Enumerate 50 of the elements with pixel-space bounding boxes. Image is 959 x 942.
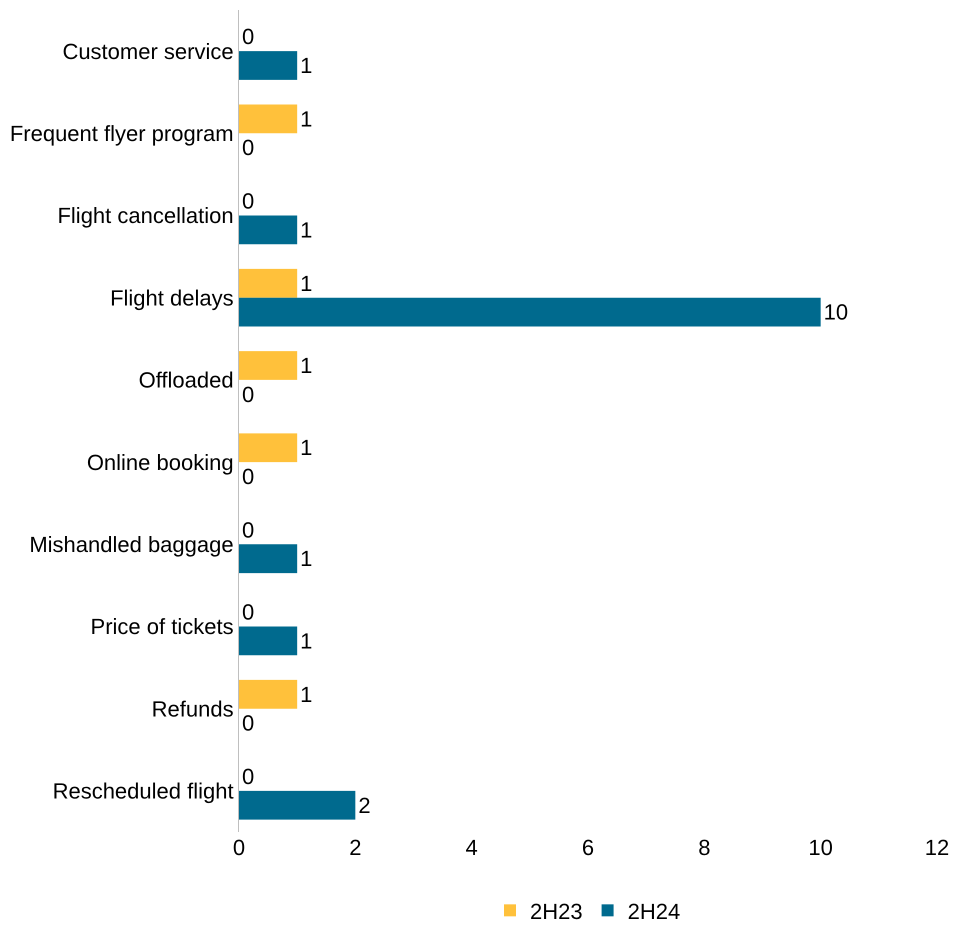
data-label: 1	[300, 435, 312, 460]
y-tick-label: Offloaded	[138, 368, 234, 393]
bar	[239, 51, 298, 80]
legend-label: 2H23	[530, 898, 583, 924]
data-label: 0	[242, 517, 254, 542]
bar	[239, 626, 298, 656]
y-tick-label: Flight cancellation	[57, 203, 234, 228]
data-label: 10	[824, 300, 848, 325]
bar	[239, 268, 298, 298]
y-tick-label: Online booking	[86, 450, 234, 475]
data-label: 1	[300, 270, 312, 296]
data-label: 0	[242, 382, 254, 407]
data-label: 1	[300, 353, 312, 378]
bar	[239, 216, 298, 244]
data-label: 1	[300, 52, 312, 78]
x-tick-label: 2	[349, 835, 362, 860]
bar	[239, 104, 298, 134]
legend-label: 2H24	[628, 898, 680, 924]
x-tick-label: 4	[466, 835, 478, 860]
x-tick-label: 8	[698, 835, 710, 860]
bar	[239, 790, 356, 820]
y-tick-label: Customer service	[62, 38, 234, 64]
data-label: 0	[242, 600, 254, 625]
data-label: 0	[242, 764, 254, 790]
x-tick-label: 0	[232, 835, 246, 860]
x-tick-label: 10	[808, 835, 833, 860]
y-tick-label: Price of tickets	[90, 614, 234, 640]
data-label: 1	[300, 682, 312, 707]
data-label: 1	[300, 546, 312, 572]
y-tick-label: Refunds	[152, 696, 234, 722]
y-tick-label: Mishandled baggage	[29, 532, 234, 557]
bar	[239, 351, 298, 380]
y-tick-label: Rescheduled flight	[52, 778, 234, 804]
bar	[239, 298, 821, 326]
y-tick-label: Flight delays	[110, 285, 234, 310]
data-label: 0	[242, 24, 254, 50]
x-tick-label: 6	[582, 835, 594, 860]
data-label: 1	[300, 217, 312, 242]
bar	[239, 433, 298, 462]
data-label: 0	[242, 135, 254, 160]
data-label: 0	[242, 188, 254, 214]
bar	[239, 680, 298, 709]
data-label: 0	[242, 710, 254, 736]
data-label: 2	[358, 792, 371, 818]
data-label: 1	[300, 628, 312, 654]
data-label: 1	[300, 106, 312, 132]
bar	[239, 544, 298, 574]
y-tick-label: Frequent flyer program	[10, 121, 234, 146]
data-label: 0	[242, 464, 254, 489]
x-tick-label: 12	[924, 835, 950, 860]
